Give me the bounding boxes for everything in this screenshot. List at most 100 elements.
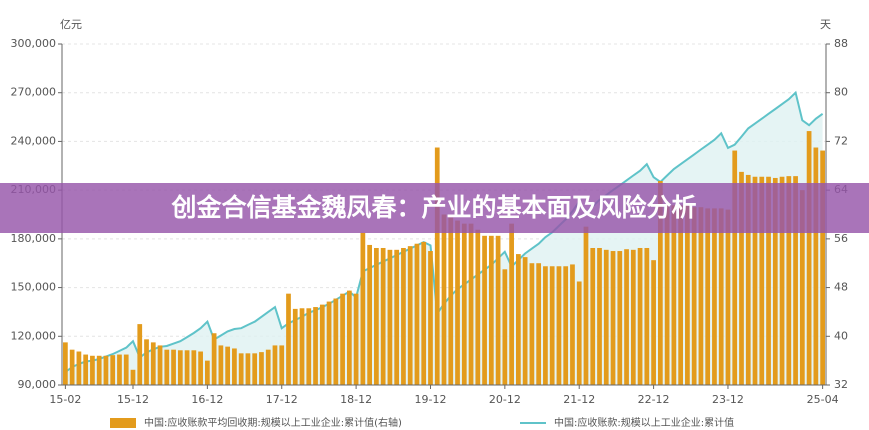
y-tick-label: 90,000 bbox=[18, 378, 57, 391]
bar bbox=[434, 147, 440, 385]
x-tick-label: 22-12 bbox=[638, 393, 670, 406]
y2-unit: 天 bbox=[820, 18, 831, 31]
banner-title: 创金合信基金魏凤春：产业的基本面及风险分析 bbox=[170, 193, 696, 222]
bar bbox=[718, 208, 724, 385]
bar bbox=[428, 251, 433, 385]
x-tick-label: 18-12 bbox=[340, 393, 372, 406]
bar bbox=[299, 308, 305, 385]
y-tick-label: 300,000 bbox=[11, 37, 57, 50]
bar bbox=[772, 177, 778, 385]
bar bbox=[117, 354, 122, 385]
bar bbox=[380, 247, 386, 385]
bar bbox=[225, 346, 231, 385]
bar bbox=[130, 369, 136, 385]
bar bbox=[353, 293, 359, 385]
y2-tick-label: 88 bbox=[834, 37, 848, 50]
y-tick-label: 270,000 bbox=[11, 86, 57, 99]
bar bbox=[83, 354, 89, 385]
bar bbox=[137, 324, 143, 385]
y2-tick-label: 32 bbox=[834, 378, 848, 391]
bar bbox=[421, 241, 427, 385]
bar bbox=[590, 247, 596, 385]
y-tick-label: 240,000 bbox=[11, 134, 57, 147]
bar bbox=[820, 150, 825, 385]
legend-label: 中国:应收账款:规模以上工业企业:累计值 bbox=[554, 416, 734, 429]
bar bbox=[630, 249, 636, 385]
bar bbox=[475, 229, 481, 385]
bar bbox=[651, 260, 656, 385]
y-unit: 亿元 bbox=[60, 18, 82, 31]
y-tick-label: 120,000 bbox=[11, 329, 57, 342]
bar bbox=[603, 249, 609, 385]
bar bbox=[556, 266, 562, 385]
y2-tick-label: 56 bbox=[834, 232, 848, 245]
bar bbox=[799, 190, 805, 385]
bar bbox=[712, 208, 717, 385]
bar bbox=[705, 208, 711, 385]
plot: 90,000120,000150,000180,000210,000240,00… bbox=[11, 37, 849, 429]
bar bbox=[725, 209, 731, 385]
bar bbox=[685, 205, 690, 385]
y2-tick-label: 48 bbox=[834, 281, 848, 294]
legend-label: 中国:应收账款平均回收期:规模以上工业企业:累计值(右轴) bbox=[144, 416, 402, 429]
bar bbox=[522, 257, 528, 385]
bar bbox=[286, 293, 291, 385]
bar bbox=[232, 348, 237, 385]
bar bbox=[536, 263, 542, 385]
x-tick-label: 23-12 bbox=[712, 393, 744, 406]
bar bbox=[563, 266, 569, 385]
bar bbox=[63, 342, 68, 385]
bar bbox=[245, 353, 251, 385]
bar bbox=[326, 301, 332, 385]
bar bbox=[610, 251, 616, 385]
bar bbox=[374, 247, 379, 385]
bar bbox=[509, 223, 514, 385]
bar bbox=[401, 247, 406, 385]
bar bbox=[340, 293, 345, 385]
x-tick-label: 15-02 bbox=[49, 393, 81, 406]
bar bbox=[468, 223, 474, 385]
bar bbox=[259, 352, 264, 385]
overlay: 创金合信基金魏凤春：产业的基本面及风险分析 bbox=[0, 183, 869, 233]
bar bbox=[644, 247, 650, 385]
bar bbox=[678, 205, 684, 385]
bar bbox=[745, 174, 751, 385]
bar bbox=[150, 342, 156, 385]
x-tick-label: 21-12 bbox=[563, 393, 595, 406]
bar bbox=[766, 176, 771, 385]
y2-tick-label: 80 bbox=[834, 86, 848, 99]
bar bbox=[184, 350, 190, 385]
bar bbox=[367, 244, 372, 385]
x-tick-label: 19-12 bbox=[414, 393, 446, 406]
bar bbox=[516, 254, 521, 385]
bar bbox=[191, 350, 197, 385]
bar bbox=[637, 247, 643, 385]
legend-swatch bbox=[110, 418, 136, 428]
bar bbox=[617, 251, 623, 385]
bar bbox=[529, 263, 535, 385]
bar bbox=[144, 339, 149, 385]
bar bbox=[69, 349, 75, 385]
bar bbox=[739, 171, 744, 385]
bar bbox=[204, 360, 210, 385]
bar bbox=[177, 350, 183, 385]
bar bbox=[813, 147, 819, 385]
y2-tick-label: 40 bbox=[834, 329, 848, 342]
bar bbox=[157, 345, 163, 385]
bar bbox=[576, 281, 582, 385]
x-tick-label: 16-12 bbox=[191, 393, 223, 406]
bar bbox=[482, 235, 487, 385]
bar bbox=[448, 217, 454, 385]
x-tick-label: 17-12 bbox=[266, 393, 298, 406]
y-tick-label: 150,000 bbox=[11, 281, 57, 294]
bar bbox=[488, 235, 494, 385]
bar bbox=[218, 345, 224, 385]
bar bbox=[543, 266, 548, 385]
bar bbox=[732, 150, 738, 385]
bar bbox=[171, 349, 176, 385]
bar bbox=[441, 214, 447, 385]
bar bbox=[671, 205, 677, 385]
bar bbox=[198, 351, 203, 385]
bar bbox=[455, 220, 460, 385]
